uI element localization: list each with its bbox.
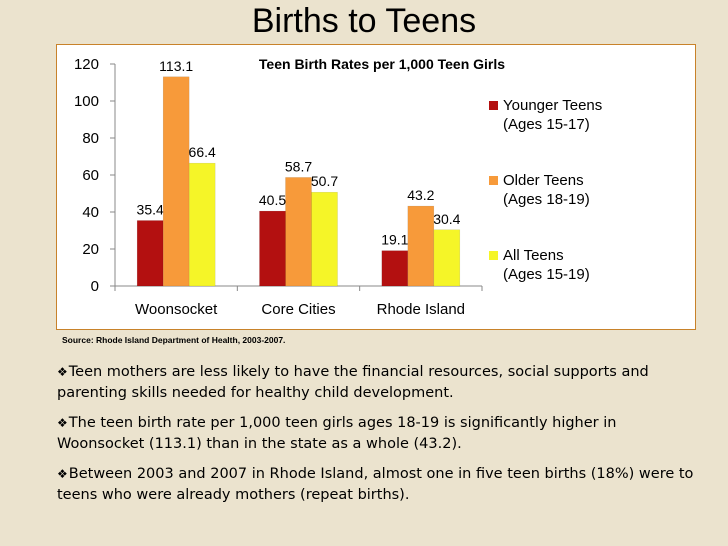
data-label: 40.5 — [259, 192, 286, 208]
bullet-text: Teen mothers are less likely to have the… — [57, 364, 649, 401]
category-label: Rhode Island — [377, 301, 465, 318]
data-label: 113.1 — [159, 58, 193, 74]
bullet-text: The teen birth rate per 1,000 teen girls… — [57, 415, 617, 452]
chart-title: Teen Birth Rates per 1,000 Teen Girls — [259, 56, 505, 72]
data-label: 19.1 — [381, 232, 408, 248]
data-label: 43.2 — [407, 187, 434, 203]
legend-swatch — [489, 251, 498, 260]
bullet-item: ❖The teen birth rate per 1,000 teen girl… — [57, 413, 697, 455]
legend-swatch — [489, 176, 498, 185]
data-label: 50.7 — [311, 173, 338, 189]
bullet-item: ❖Between 2003 and 2007 in Rhode Island, … — [57, 464, 697, 506]
bullet-marker-icon: ❖ — [57, 467, 68, 481]
y-tick-label: 60 — [82, 167, 99, 184]
y-tick-label: 40 — [82, 204, 99, 221]
bar — [136, 220, 164, 287]
bullet-marker-icon: ❖ — [57, 365, 68, 379]
slide-title: Births to Teens — [251, 2, 477, 40]
bullet-marker-icon: ❖ — [57, 416, 68, 430]
bar — [311, 191, 338, 287]
legend-label-line2: (Ages 18-19) — [503, 191, 590, 208]
bullet-item: ❖Teen mothers are less likely to have th… — [57, 362, 697, 404]
legend-swatch — [489, 101, 498, 110]
data-label: 58.7 — [285, 158, 312, 174]
source-note: Source: Rhode Island Department of Healt… — [62, 335, 286, 345]
category-label: Woonsocket — [135, 301, 218, 318]
y-tick-label: 100 — [74, 93, 99, 110]
legend-label-line2: (Ages 15-17) — [503, 116, 590, 133]
bar — [285, 177, 312, 287]
y-tick-label: 80 — [82, 130, 99, 147]
bullet-text: Between 2003 and 2007 in Rhode Island, a… — [57, 466, 694, 503]
bar — [259, 210, 286, 287]
legend-label: All Teens — [503, 247, 564, 264]
y-tick-label: 0 — [91, 278, 99, 295]
bar-chart: Teen Birth Rates per 1,000 Teen Girls 0 20… — [74, 56, 602, 318]
category-label: Core Cities — [261, 301, 335, 318]
y-tick-label: 20 — [82, 241, 99, 258]
legend-label-line2: (Ages 15-19) — [503, 266, 590, 283]
bar — [188, 162, 216, 287]
bullet-list: ❖Teen mothers are less likely to have th… — [57, 362, 697, 515]
chart-frame: Teen Birth Rates per 1,000 Teen Girls 0 20… — [56, 44, 696, 330]
legend-label: Younger Teens — [503, 97, 602, 114]
y-tick-label: 120 — [74, 56, 99, 73]
data-label: 35.4 — [137, 202, 164, 218]
bar — [381, 250, 409, 287]
bar — [162, 76, 190, 287]
data-label: 66.4 — [189, 144, 216, 160]
data-label: 30.4 — [433, 211, 460, 227]
legend-label: Older Teens — [503, 172, 584, 189]
bar — [407, 205, 435, 287]
bar — [433, 229, 461, 287]
